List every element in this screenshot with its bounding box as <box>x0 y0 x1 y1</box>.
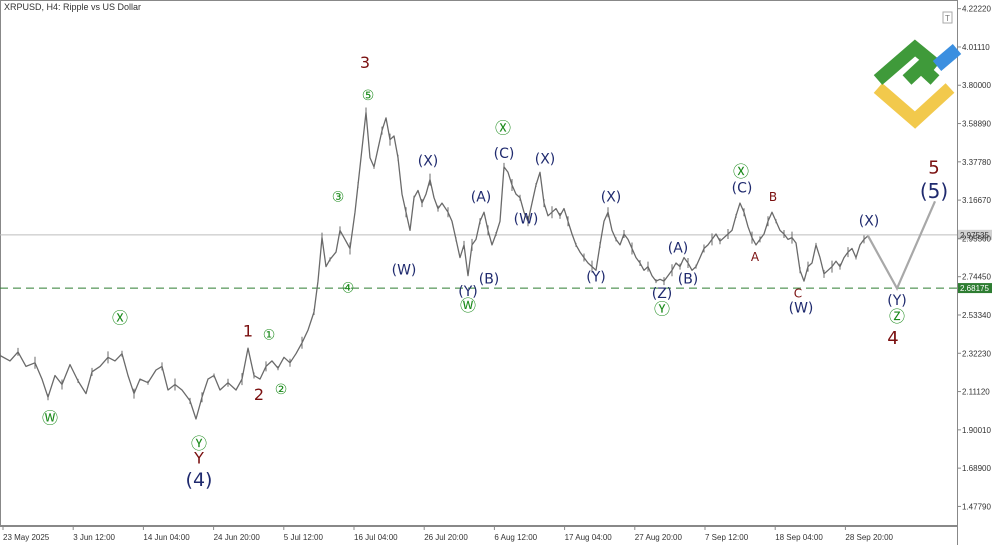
y-tick-label: 3.16670 <box>962 196 991 205</box>
wave-label: (C) <box>494 146 515 162</box>
wave-label: (A) <box>668 240 689 256</box>
y-tick-label: 4.01110 <box>962 43 990 52</box>
wave-label: C <box>794 286 802 300</box>
wave-label: 1 <box>243 321 253 340</box>
x-tick-label: 3 Jun 12:00 <box>73 533 115 542</box>
wave-label: (W) <box>514 211 539 227</box>
current-price-label: 2.97535 <box>960 231 989 240</box>
wave-label: (X) <box>601 190 622 206</box>
chart-shift-button[interactable]: T <box>942 11 953 24</box>
wave-label: A <box>751 250 760 264</box>
x-tick-label: 6 Aug 12:00 <box>494 533 537 542</box>
price-series <box>0 111 869 420</box>
wave-label: ③ <box>332 190 345 206</box>
wave-label: Ⓧ <box>112 309 128 328</box>
wave-label: ④ <box>342 280 355 296</box>
wave-label: (B) <box>479 271 500 287</box>
series-layer <box>0 107 937 420</box>
y-tick-label: 3.80000 <box>962 81 991 90</box>
wave-label: ⑤ <box>362 88 375 104</box>
support-price-tag <box>958 283 992 294</box>
x-tick-label: 14 Jun 04:00 <box>143 533 190 542</box>
wave-label: (5) <box>920 179 948 203</box>
wave-label: (B) <box>678 271 699 287</box>
y-tick-label: 1.90010 <box>962 426 991 435</box>
wave-label: 5 <box>928 158 939 179</box>
current-price-tag <box>958 229 992 240</box>
wave-label: Ⓧ <box>495 118 511 137</box>
plot-frame <box>0 0 958 526</box>
y-tick-label: 2.53340 <box>962 311 991 320</box>
wave-label: (C) <box>732 181 753 197</box>
wave-label: (Y) <box>586 270 605 286</box>
y-tick-label: 1.47790 <box>962 502 991 511</box>
support-price-label: 2.68175 <box>960 284 989 293</box>
x-tick-label: 17 Aug 04:00 <box>565 533 613 542</box>
wave-label: 3 <box>360 53 370 72</box>
wave-label: (X) <box>535 152 556 168</box>
x-tick-label: 7 Sep 12:00 <box>705 533 749 542</box>
wave-label: B <box>769 190 777 204</box>
wave-label: (W) <box>789 300 814 316</box>
wave-label: Ⓦ <box>460 296 476 315</box>
wave-label: ① <box>263 328 276 344</box>
x-tick-label: 24 Jun 20:00 <box>214 533 261 542</box>
y-tick-label: 2.32230 <box>962 349 991 358</box>
wave-label: 4 <box>887 328 898 349</box>
wave-label: (X) <box>418 153 439 169</box>
x-tick-label: 28 Sep 20:00 <box>845 533 893 542</box>
y-tick-label: 2.74450 <box>962 273 991 282</box>
x-tick-label: 26 Jul 20:00 <box>424 533 468 542</box>
shift-icon: T <box>945 14 950 23</box>
x-tick-label: 16 Jul 04:00 <box>354 533 398 542</box>
wave-label: (W) <box>392 262 417 278</box>
wave-label: Ⓨ <box>654 300 670 319</box>
x-tick-label: 23 May 2025 <box>3 533 50 542</box>
wave-label: (Y) <box>887 293 906 309</box>
projection-path <box>867 200 937 291</box>
wave-label: 2 <box>254 385 264 404</box>
wave-label: (X) <box>859 213 880 229</box>
chart-title: XRPUSD, H4: Ripple vs US Dollar <box>4 2 141 12</box>
y-tick-label: 3.37780 <box>962 158 991 167</box>
wave-label: (4) <box>186 469 213 491</box>
wave-label: (Z) <box>652 286 673 302</box>
wave-label: (Y) <box>458 284 477 300</box>
y-tick-label: 4.22220 <box>962 5 991 14</box>
y-tick-label: 1.68900 <box>962 464 991 473</box>
wave-label: (A) <box>471 190 492 206</box>
y-tick-label: 2.11120 <box>962 388 990 397</box>
wave-label: Ⓨ <box>191 434 207 453</box>
x-tick-label: 27 Aug 20:00 <box>635 533 683 542</box>
horizontal-levels: 2.97535 2.68175 <box>0 229 992 294</box>
wave-label: Ⓩ <box>889 307 905 326</box>
x-axis: 23 May 2025 3 Jun 12:00 14 Jun 04:00 24 Jun… <box>2 526 894 542</box>
wave-label: Ⓦ <box>42 408 58 427</box>
y-tick-label: 2.95560 <box>962 234 991 243</box>
x-tick-label: 5 Jul 12:00 <box>284 533 324 542</box>
brand-logo <box>873 39 962 129</box>
y-tick-label: 3.58890 <box>962 120 991 129</box>
y-axis: 4.22220 4.01110 3.80000 3.58890 3.37780 3.166… <box>957 5 991 511</box>
wave-label: ② <box>275 382 288 398</box>
wave-label: Y <box>193 448 204 467</box>
wave-label: Ⓧ <box>733 162 749 181</box>
x-tick-label: 18 Sep 04:00 <box>775 533 823 542</box>
